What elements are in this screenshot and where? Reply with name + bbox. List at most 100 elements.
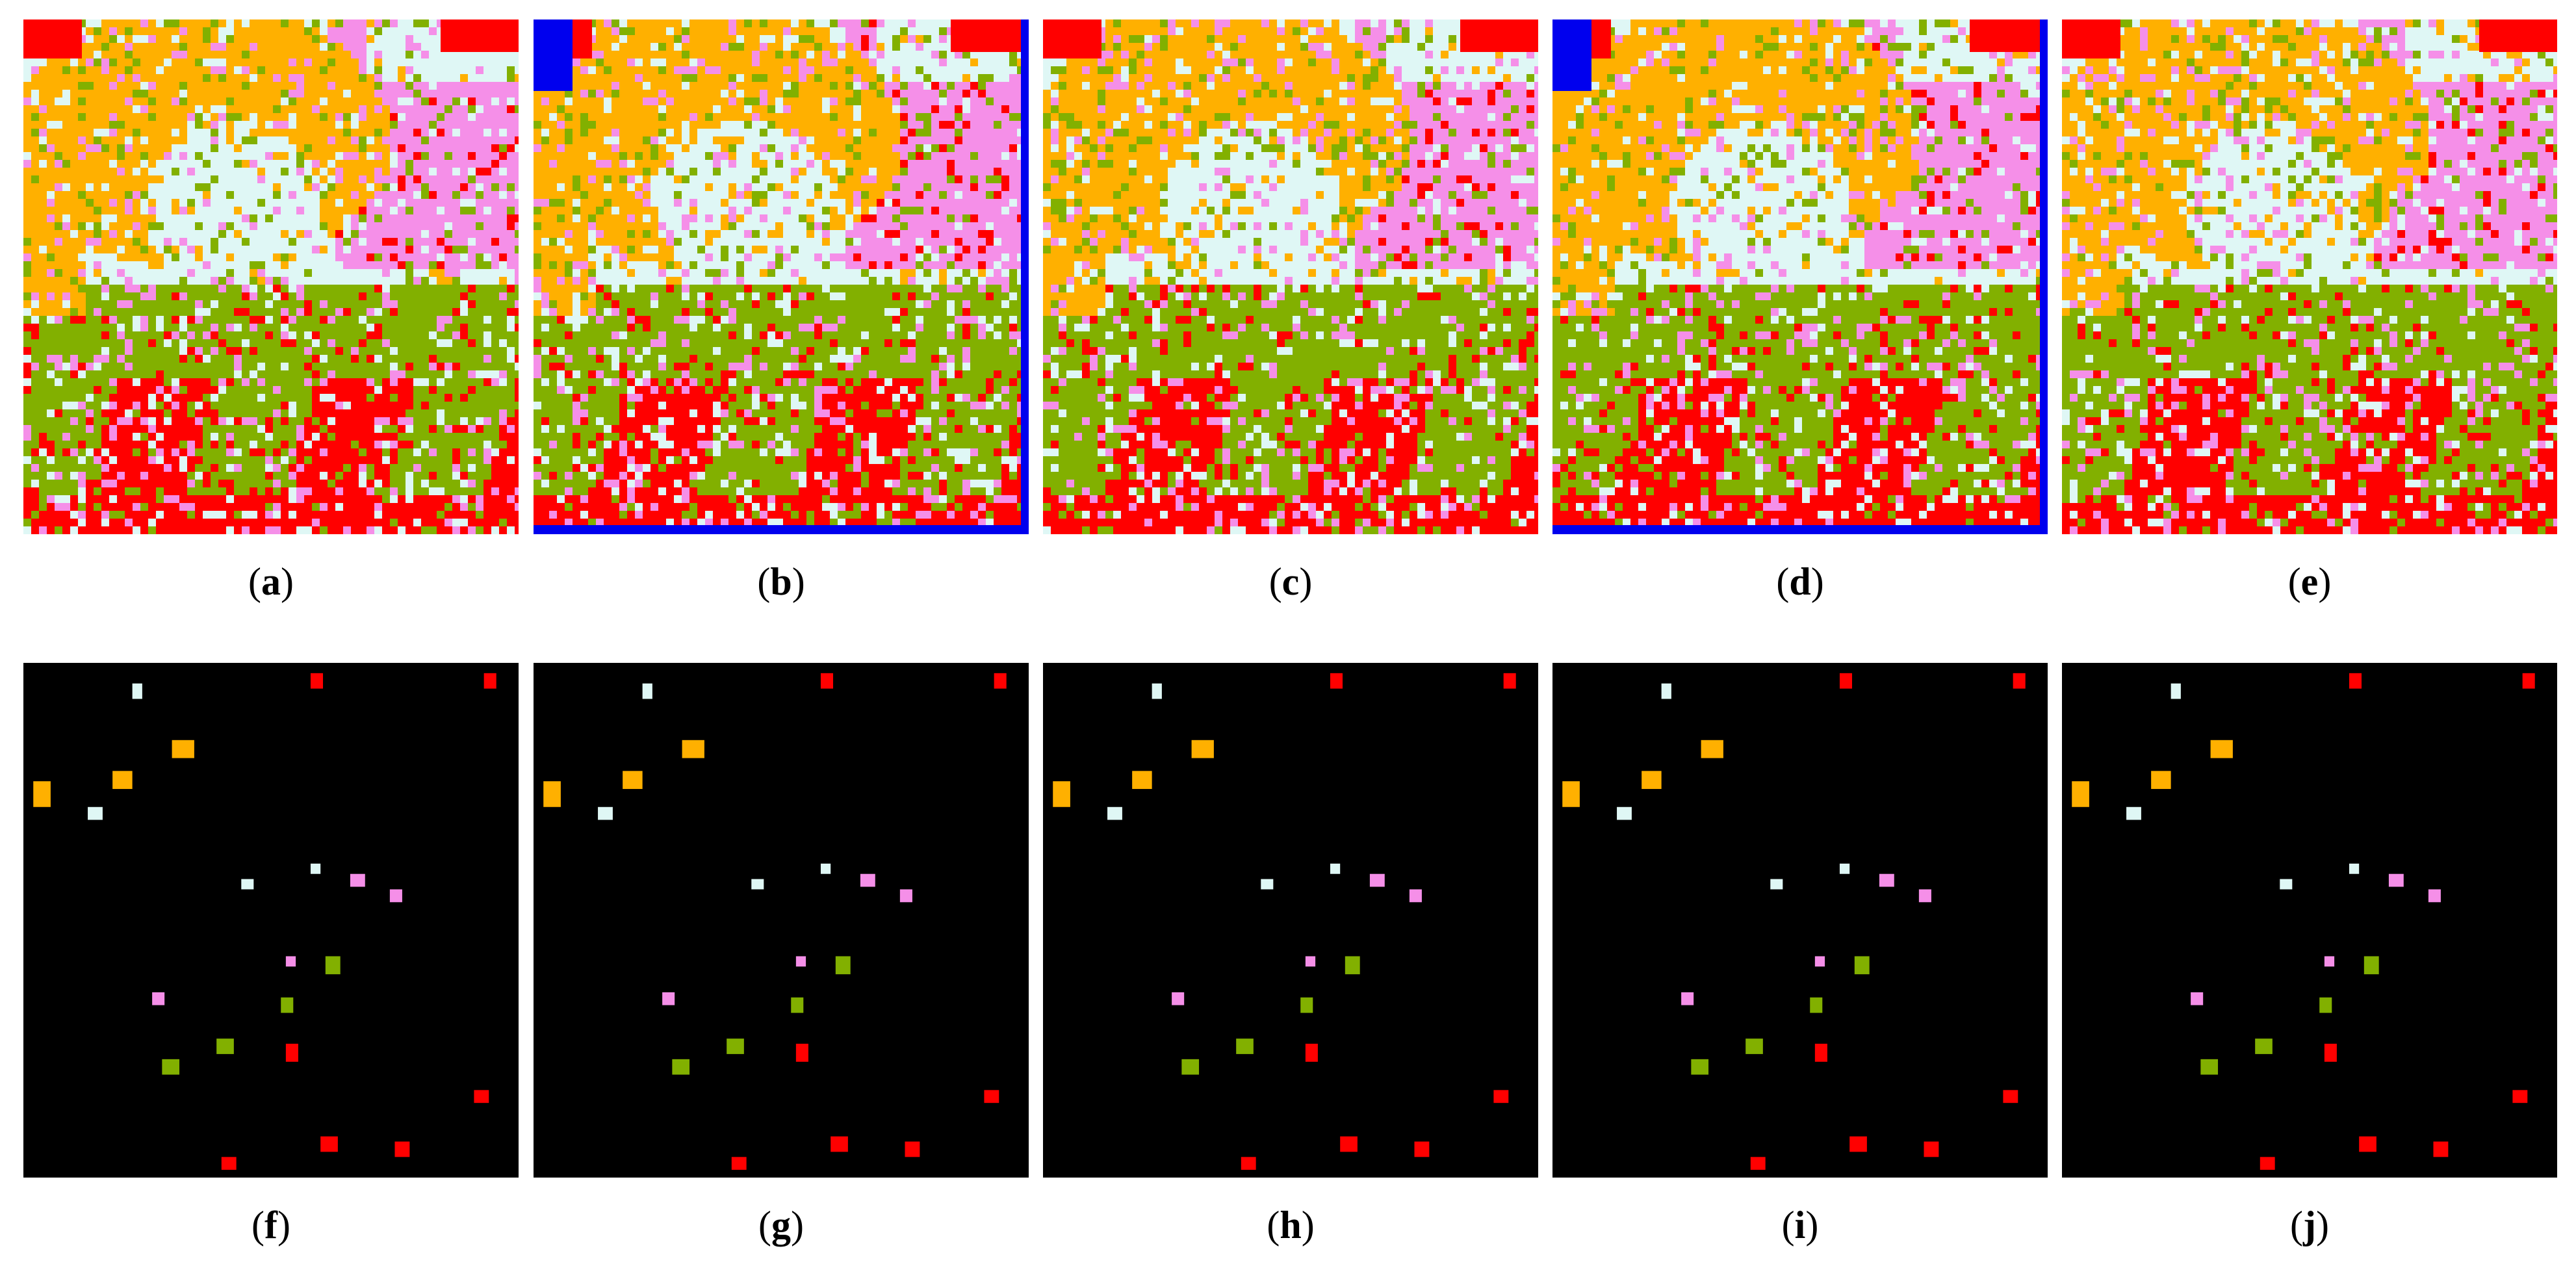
sample-patch — [1305, 956, 1316, 967]
classification-map-e — [2062, 19, 2557, 534]
sample-patch — [1414, 1141, 1430, 1157]
sample-patch — [2428, 889, 2441, 903]
sample-patch — [221, 1157, 237, 1170]
sample-patch — [1191, 740, 1214, 758]
sample-patch — [2522, 673, 2535, 689]
sample-patch — [216, 1038, 234, 1054]
sample-map-j — [2062, 663, 2557, 1178]
sample-map-h — [1043, 663, 1538, 1178]
sample-patch — [623, 771, 643, 790]
sample-patch — [1345, 956, 1360, 975]
sample-patch — [1681, 992, 1694, 1005]
caption-i: (i) — [1552, 1202, 2048, 1248]
sample-patch — [1152, 683, 1162, 699]
sample-patch — [172, 740, 194, 758]
sample-patch — [1236, 1038, 1254, 1054]
sample-patch — [795, 1044, 808, 1062]
caption-g: (g) — [534, 1202, 1029, 1248]
sample-patch — [1849, 1136, 1867, 1152]
caption-c: (c) — [1043, 559, 1538, 604]
sample-patch — [598, 806, 613, 820]
sample-patch — [1107, 806, 1122, 820]
classification-map-b-image — [534, 19, 1029, 534]
sample-patch — [2512, 1090, 2528, 1103]
sample-patch — [1340, 1136, 1358, 1152]
sample-map-j-image — [2062, 663, 2557, 1178]
sample-patch — [2349, 863, 2360, 874]
sample-patch — [241, 879, 254, 890]
caption-d: (d) — [1552, 559, 2048, 604]
sample-patch — [543, 781, 561, 807]
sample-patch — [1839, 673, 1853, 689]
sample-patch — [1814, 1044, 1827, 1062]
classification-map-d — [1552, 19, 2048, 534]
sample-patch — [731, 1157, 747, 1170]
sample-patch — [1924, 1141, 1939, 1157]
caption-f: (f) — [23, 1202, 519, 1248]
sample-patch — [285, 956, 296, 967]
classification-map-c — [1043, 19, 1538, 534]
caption-a: (a) — [23, 559, 519, 604]
sample-patch — [1493, 1090, 1509, 1103]
sample-patch — [662, 992, 675, 1005]
sample-patch — [1701, 740, 1723, 758]
classification-map-e-image — [2062, 19, 2557, 534]
sample-patch — [791, 997, 804, 1013]
sample-patch — [2072, 781, 2089, 807]
caption-j: (j) — [2062, 1202, 2557, 1248]
sample-patch — [132, 683, 142, 699]
sample-patch — [1879, 873, 1894, 887]
sample-patch — [682, 740, 704, 758]
sample-patch — [1562, 781, 1580, 807]
sample-patch — [2260, 1157, 2275, 1170]
sample-map-g-image — [534, 663, 1029, 1178]
sample-patch — [1839, 863, 1850, 874]
sample-patch — [642, 683, 652, 699]
sample-patch — [1770, 879, 1783, 890]
sample-patch — [474, 1090, 489, 1103]
classification-map-a — [23, 19, 519, 534]
classification-map-b — [534, 19, 1029, 534]
sample-patch — [1814, 956, 1825, 967]
sample-map-g — [534, 663, 1029, 1178]
sample-patch — [1172, 992, 1185, 1005]
sample-patch — [2013, 673, 2026, 689]
sample-patch — [905, 1141, 920, 1157]
sample-patch — [483, 673, 496, 689]
sample-patch — [1642, 771, 1662, 790]
sample-patch — [2280, 879, 2293, 890]
sample-patch — [2126, 806, 2141, 820]
sample-patch — [1918, 889, 1931, 903]
sample-patch — [281, 997, 294, 1013]
sample-patch — [2363, 956, 2379, 975]
sample-patch — [2324, 1044, 2337, 1062]
sample-patch — [2324, 956, 2335, 967]
sample-patch — [389, 889, 402, 903]
sample-patch — [1241, 1157, 1256, 1170]
sample-patch — [2433, 1141, 2449, 1157]
sample-patch — [2349, 673, 2362, 689]
sample-patch — [112, 771, 133, 790]
sample-patch — [162, 1059, 180, 1075]
sample-patch — [2388, 873, 2404, 887]
sample-patch — [994, 673, 1007, 689]
sample-patch — [1369, 873, 1385, 887]
sample-patch — [2255, 1038, 2273, 1054]
sample-patch — [2359, 1136, 2376, 1152]
classification-map-d-image — [1552, 19, 2048, 534]
sample-patch — [325, 956, 341, 975]
sample-patch — [1300, 997, 1313, 1013]
sample-patch — [1330, 863, 1341, 874]
sample-patch — [2170, 683, 2181, 699]
caption-h: (h) — [1043, 1202, 1538, 1248]
caption-e: (e) — [2062, 559, 2557, 604]
sample-patch — [727, 1038, 744, 1054]
sample-map-i — [1552, 663, 2048, 1178]
sample-patch — [1181, 1059, 1200, 1075]
sample-patch — [1854, 956, 1870, 975]
sample-patch — [672, 1059, 690, 1075]
sample-patch — [1305, 1044, 1318, 1062]
sample-patch — [310, 673, 324, 689]
sample-patch — [831, 1136, 848, 1152]
sample-patch — [1691, 1059, 1709, 1075]
